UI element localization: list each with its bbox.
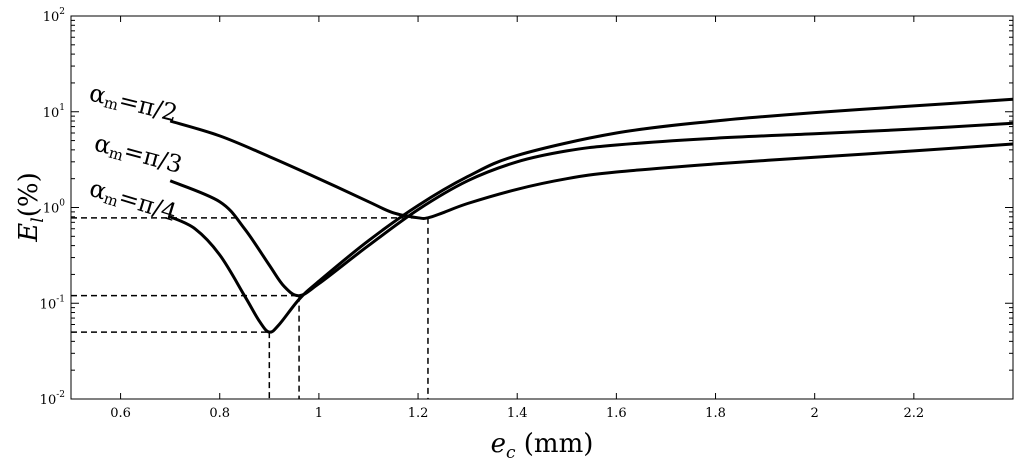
y-axis-title: El(%) (14, 172, 48, 242)
x-tick-label: 1 (315, 406, 323, 421)
series-alpha-pi-4-line (169, 97, 1014, 334)
y-tick-label: 100 (43, 199, 66, 217)
x-tick-label: 1.8 (705, 406, 726, 421)
series-lines (169, 97, 1014, 334)
y-tick-label: 101 (43, 103, 65, 121)
x-tick-label: 0.8 (209, 406, 230, 421)
y-axis: 10-2 10-1 100 101 102 (40, 7, 1013, 408)
x-tick-label: 0.6 (110, 406, 131, 421)
guide-lines (71, 217, 429, 399)
y-tick-label: 10-1 (40, 294, 65, 312)
plot-area (70, 15, 1014, 400)
x-tick-label: 1.4 (507, 406, 528, 421)
y-tick-label: 102 (43, 7, 65, 25)
x-axis-title: ec (mm) (491, 429, 594, 463)
series-alpha-pi-2-line (169, 119, 1014, 220)
x-axis: 0.6 0.8 1 1.2 1.4 1.6 1.8 2 2.2 (110, 16, 924, 421)
series-alpha-pi-3-line (169, 121, 1014, 298)
x-tick-label: 2.2 (903, 406, 924, 421)
x-tick-label: 1.2 (408, 406, 429, 421)
x-tick-label: 2 (811, 406, 819, 421)
y-tick-label: 10-2 (40, 390, 65, 408)
series-labels: αm=π/2αm=π/3αm=π/4 (86, 79, 185, 227)
x-tick-label: 1.6 (606, 406, 627, 421)
